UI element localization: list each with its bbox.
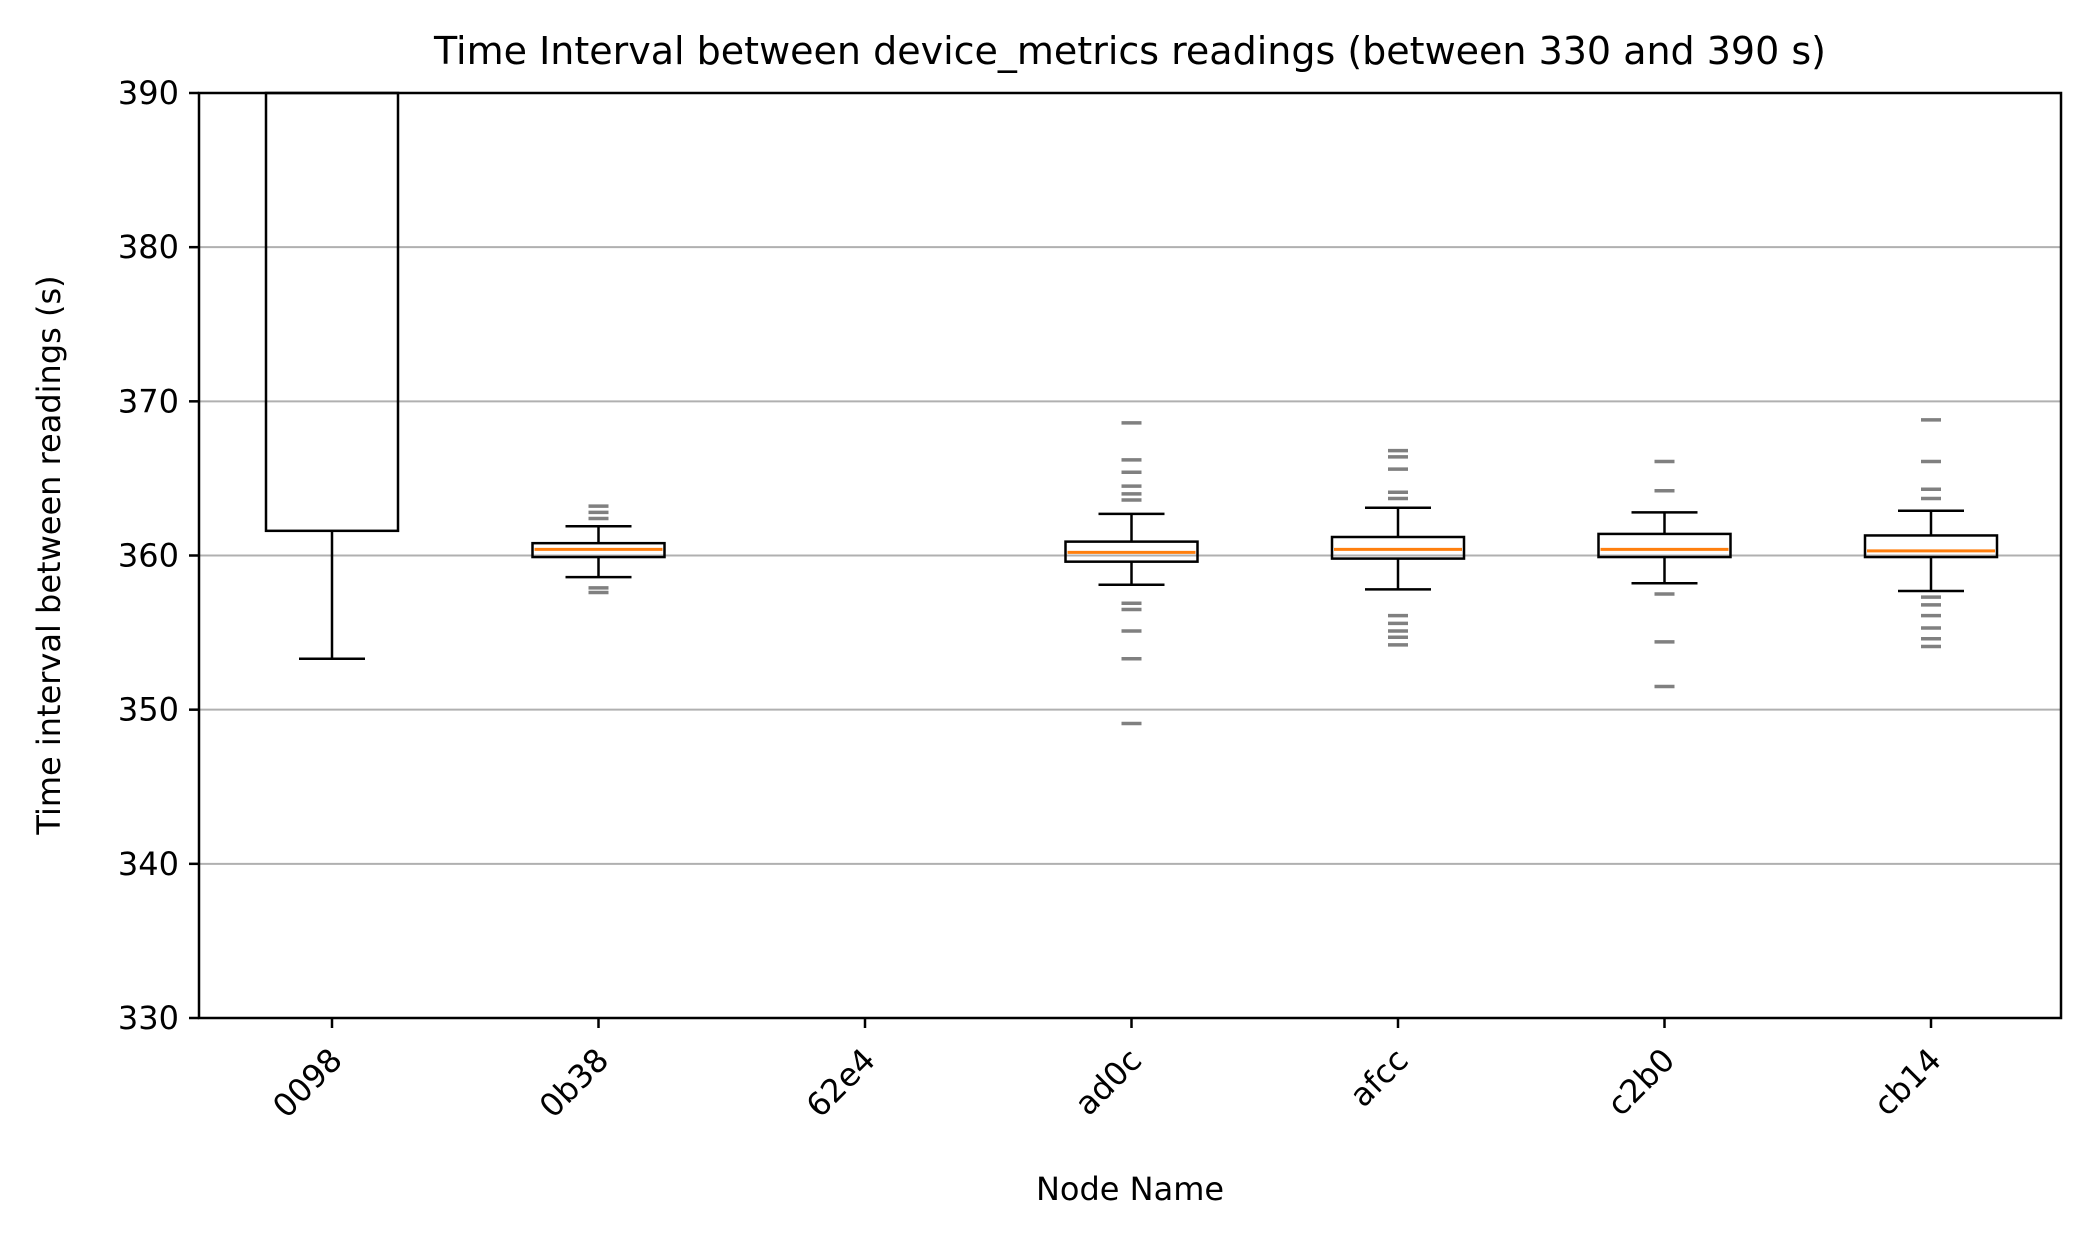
box-0b38 <box>531 541 666 559</box>
y-axis-ticks: 330 340 350 360 370 380 390 <box>118 74 199 1037</box>
box-0098 <box>264 91 400 533</box>
box-afcc <box>1330 535 1466 560</box>
y-tick-label: 370 <box>118 382 179 420</box>
grid-layer <box>199 246 2061 865</box>
x-tick-label: 0098 <box>265 1041 349 1125</box>
chart-title: Time Interval between device_metrics rea… <box>433 29 1826 73</box>
box-ad0c <box>1064 540 1199 563</box>
x-tick-label: ad0c <box>1067 1041 1149 1123</box>
x-tick-label: cb14 <box>1866 1041 1948 1123</box>
x-axis-label: Node Name <box>1036 1170 1224 1208</box>
y-tick-label: 340 <box>118 845 179 883</box>
x-tick-label: c2b0 <box>1600 1041 1682 1123</box>
y-tick-label: 360 <box>118 537 179 575</box>
box-c2b0 <box>1597 532 1732 559</box>
x-tick-label: afcc <box>1342 1041 1416 1115</box>
box-layer <box>264 91 1999 726</box>
y-axis-label: Time interval between readings (s) <box>30 275 68 835</box>
x-tick-label: 62e4 <box>799 1041 883 1125</box>
x-tick-label: 0b38 <box>532 1041 616 1125</box>
y-tick-label: 330 <box>118 999 179 1037</box>
x-axis-ticks: 0098 0b38 62e4 ad0c afcc c2b0 cb14 <box>265 1018 1949 1125</box>
y-tick-label: 350 <box>118 691 179 729</box>
y-tick-label: 380 <box>118 228 179 266</box>
box-cb14 <box>1863 534 1999 559</box>
y-tick-label: 390 <box>118 74 179 112</box>
